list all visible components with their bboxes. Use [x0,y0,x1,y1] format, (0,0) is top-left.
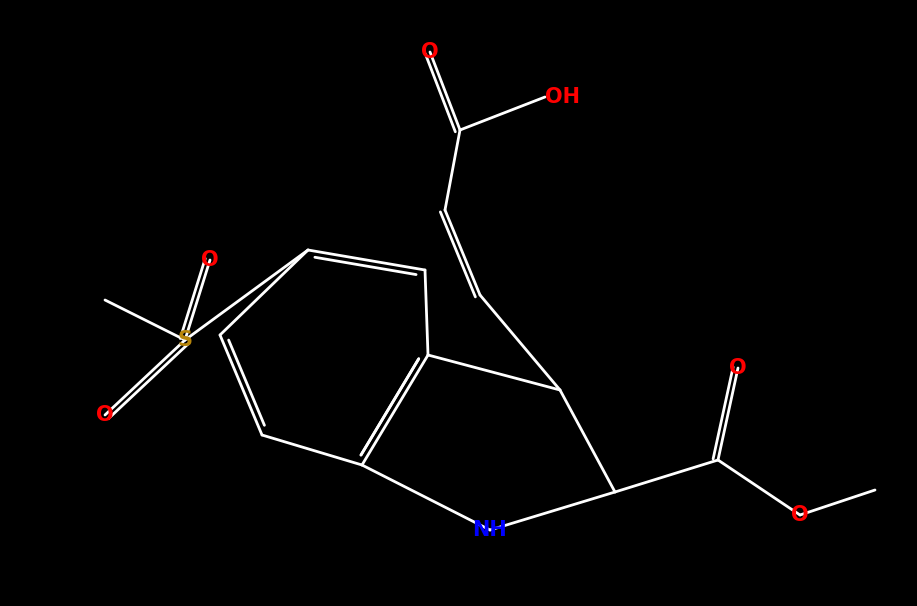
Text: O: O [791,505,809,525]
Text: O: O [421,42,439,62]
Text: O: O [201,250,219,270]
Text: OH: OH [545,87,580,107]
Text: NH: NH [472,520,507,540]
Text: O: O [96,405,114,425]
Text: O: O [729,358,746,378]
Text: S: S [178,330,193,350]
